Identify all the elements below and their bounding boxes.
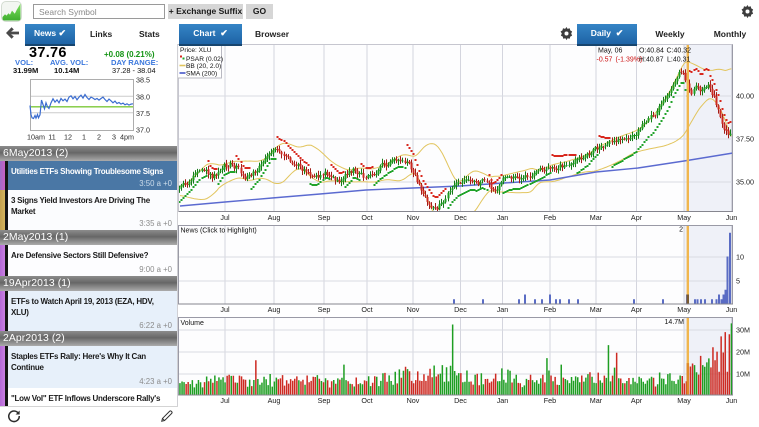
svg-text:Aug: Aug — [268, 305, 281, 314]
svg-text:Jun: Jun — [726, 396, 738, 405]
svg-text:Aug: Aug — [268, 396, 281, 405]
svg-text:Mar: Mar — [590, 396, 603, 405]
svg-text:Apr: Apr — [631, 305, 643, 314]
svg-text:May: May — [677, 396, 691, 405]
svg-text:(-1.39%): (-1.39%) — [616, 57, 643, 64]
svg-text:12: 12 — [64, 133, 72, 142]
svg-text:Jul: Jul — [220, 213, 230, 222]
svg-text:Oct: Oct — [361, 213, 372, 222]
svg-text:PSAR (0.02): PSAR (0.02) — [186, 56, 223, 63]
svg-text:Sep: Sep — [318, 396, 331, 405]
svg-text:Dec: Dec — [454, 213, 467, 222]
svg-text:Volume: Volume — [181, 320, 204, 327]
svg-text:Apr: Apr — [631, 396, 643, 405]
svg-text:37.5: 37.5 — [136, 109, 150, 118]
svg-text:Aug: Aug — [268, 213, 281, 222]
svg-text:Dec: Dec — [454, 305, 467, 314]
svg-text:Oct: Oct — [361, 305, 372, 314]
svg-text:May: May — [677, 213, 691, 222]
svg-text:10: 10 — [736, 253, 744, 262]
svg-text:5: 5 — [736, 277, 740, 286]
svg-text:1: 1 — [82, 133, 86, 142]
svg-text:40.00: 40.00 — [736, 92, 754, 101]
svg-text:Jan: Jan — [497, 396, 509, 405]
svg-text:2: 2 — [97, 133, 101, 142]
svg-text:May, 06: May, 06 — [598, 48, 622, 55]
svg-text:38.5: 38.5 — [136, 76, 150, 85]
svg-text:37.50: 37.50 — [736, 135, 754, 144]
svg-text:35.00: 35.00 — [736, 178, 754, 187]
svg-text:Sep: Sep — [318, 213, 331, 222]
svg-text:Jul: Jul — [220, 396, 230, 405]
svg-text:Nov: Nov — [407, 396, 420, 405]
svg-text:Apr: Apr — [631, 213, 643, 222]
svg-text:O:40.84: O:40.84 — [639, 48, 664, 55]
svg-text:Feb: Feb — [544, 305, 556, 314]
svg-text:Price: XLU: Price: XLU — [180, 47, 212, 54]
svg-text:H:40.87: H:40.87 — [639, 57, 664, 64]
svg-text:37.0: 37.0 — [136, 126, 150, 135]
svg-text:14.7M: 14.7M — [665, 319, 685, 326]
svg-text:38.0: 38.0 — [136, 93, 150, 102]
svg-text:SMA (200): SMA (200) — [186, 71, 217, 78]
svg-text:Dec: Dec — [454, 396, 467, 405]
svg-text:BB (20, 2.0): BB (20, 2.0) — [186, 63, 221, 70]
svg-text:-0.57: -0.57 — [597, 57, 613, 64]
svg-text:10M: 10M — [736, 370, 750, 379]
svg-text:L:40.31: L:40.31 — [667, 57, 690, 64]
svg-text:Nov: Nov — [407, 213, 420, 222]
svg-text:Jun: Jun — [726, 213, 738, 222]
svg-text:30M: 30M — [736, 326, 750, 335]
svg-text:Feb: Feb — [544, 213, 556, 222]
svg-text:Oct: Oct — [361, 396, 372, 405]
svg-text:Jun: Jun — [726, 305, 738, 314]
svg-text:C:40.32: C:40.32 — [667, 48, 692, 55]
svg-text:3: 3 — [112, 133, 116, 142]
svg-text:Sep: Sep — [318, 305, 331, 314]
svg-text:Nov: Nov — [407, 305, 420, 314]
svg-text:Jan: Jan — [497, 305, 509, 314]
svg-text:4pm: 4pm — [120, 133, 134, 142]
svg-text:Jul: Jul — [220, 305, 230, 314]
svg-text:10am: 10am — [27, 133, 45, 142]
svg-text:20M: 20M — [736, 348, 750, 357]
svg-text:11: 11 — [48, 133, 55, 142]
svg-text:Mar: Mar — [590, 213, 603, 222]
svg-text:Feb: Feb — [544, 396, 556, 405]
svg-text:2: 2 — [679, 227, 683, 234]
svg-text:News (Click to Highlight): News (Click to Highlight) — [181, 228, 257, 235]
svg-text:Jan: Jan — [497, 213, 509, 222]
svg-text:Mar: Mar — [590, 305, 603, 314]
svg-text:May: May — [677, 305, 691, 314]
